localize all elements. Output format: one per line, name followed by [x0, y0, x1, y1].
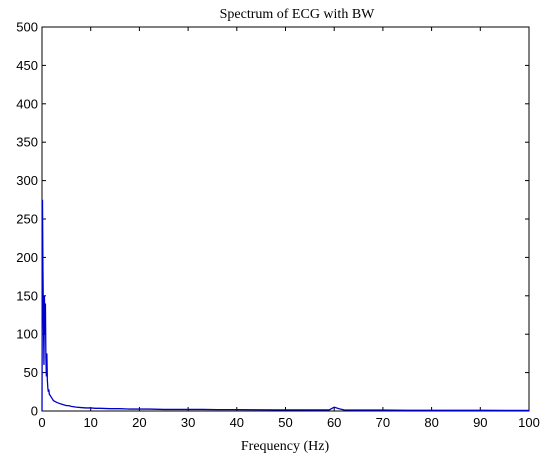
- y-tick-label: 500: [16, 20, 38, 35]
- x-tick-label: 60: [327, 415, 341, 430]
- x-tick-label: 0: [38, 415, 45, 430]
- y-tick-label: 150: [16, 288, 38, 303]
- x-tick-label: 80: [424, 415, 438, 430]
- y-tick-label: 250: [16, 212, 38, 227]
- x-tick-label: 20: [132, 415, 146, 430]
- y-tick-label: 400: [16, 96, 38, 111]
- y-tick-label: 100: [16, 327, 38, 342]
- y-tick-label: 50: [24, 365, 38, 380]
- x-tick-label: 10: [83, 415, 97, 430]
- spectrum-line: [41, 199, 529, 412]
- y-tick-label: 0: [31, 404, 38, 419]
- x-tick-label: 100: [518, 415, 540, 430]
- chart-title: Spectrum of ECG with BW: [220, 7, 376, 22]
- y-tick-label: 300: [16, 173, 38, 188]
- y-tick-label: 450: [16, 58, 38, 73]
- x-tick-label: 40: [230, 415, 244, 430]
- y-axis: 0 50 100 150 200 250 300 350 400 450 500: [16, 20, 529, 419]
- y-tick-label: 350: [16, 135, 38, 150]
- x-tick-label: 30: [181, 415, 195, 430]
- plot-area: [41, 26, 530, 412]
- x-tick-label: 70: [376, 415, 390, 430]
- x-tick-label: 90: [473, 415, 487, 430]
- y-tick-label: 200: [16, 250, 38, 265]
- x-axis-label: Frequency (Hz): [241, 439, 330, 454]
- x-tick-label: 50: [278, 415, 292, 430]
